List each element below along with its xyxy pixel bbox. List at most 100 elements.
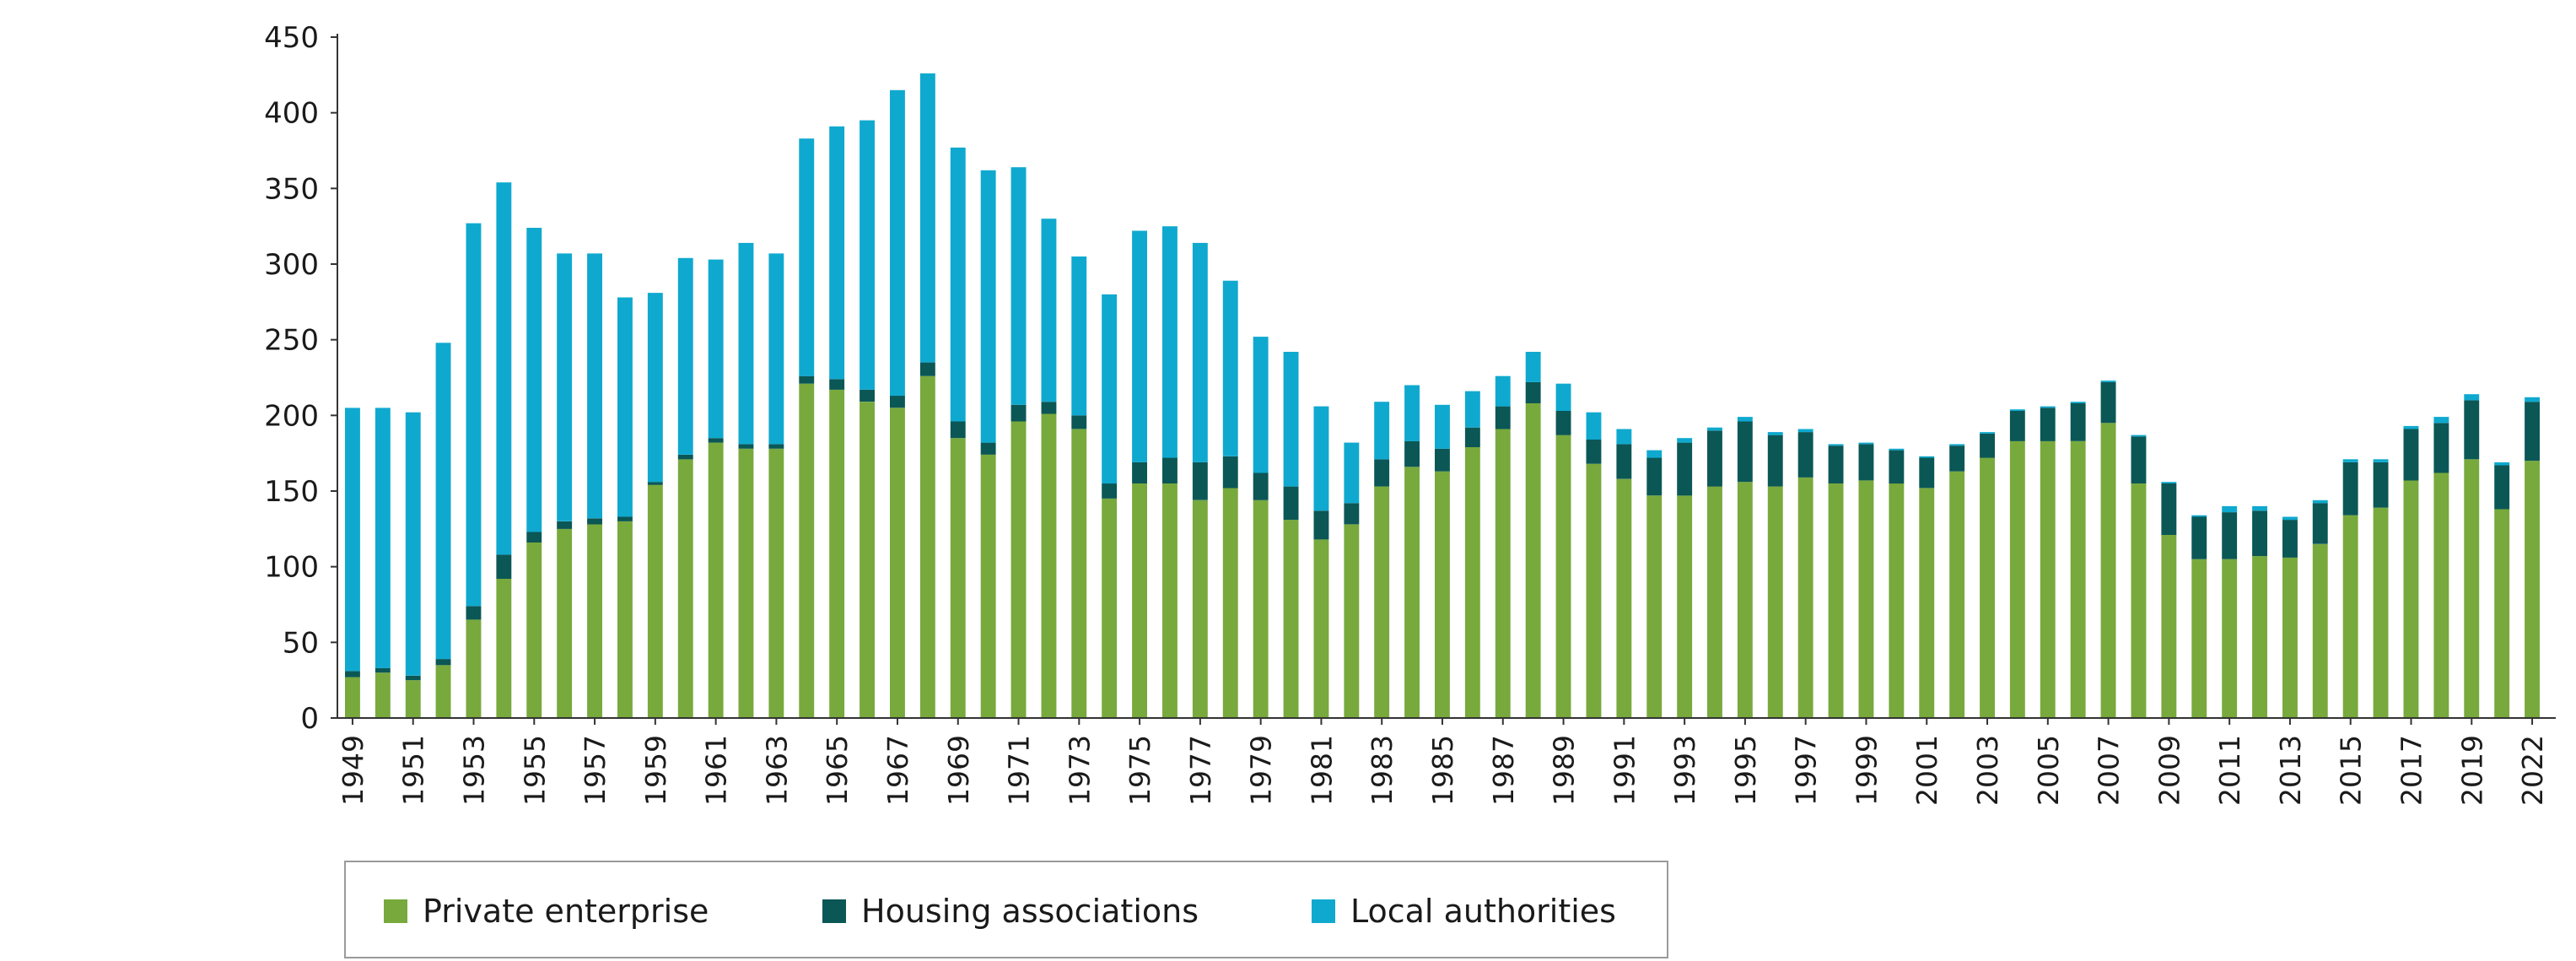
x-tick-label: 2011 <box>2213 735 2246 806</box>
legend-swatch-local <box>1312 899 1335 923</box>
bar-housing-1981 <box>1313 510 1329 540</box>
y-tick-label: 450 <box>264 21 319 55</box>
bar-housing-1953 <box>466 606 482 620</box>
bar-private-1997 <box>1797 477 1813 718</box>
bar-housing-1957 <box>587 518 602 525</box>
bar-local-1993 <box>1677 438 1693 443</box>
bar-private-2006 <box>2070 440 2086 718</box>
bar-private-1999 <box>1858 480 1874 718</box>
bar-private-1963 <box>768 448 784 718</box>
bar-local-2016 <box>2373 459 2389 462</box>
bar-housing-1982 <box>1344 503 1360 525</box>
bar-private-1982 <box>1344 524 1360 718</box>
bar-housing-1961 <box>708 438 724 443</box>
legend-label-housing: Housing associations <box>861 893 1199 930</box>
bar-local-2009 <box>2161 482 2177 483</box>
legend-box <box>344 861 1668 958</box>
bar-local-2012 <box>2252 505 2267 511</box>
bar-housing-1985 <box>1435 448 1450 472</box>
x-tick-label: 2003 <box>1971 735 2004 806</box>
bar-private-2010 <box>2191 559 2207 718</box>
bar-private-1957 <box>587 524 602 718</box>
x-tick-label: 2005 <box>2032 735 2065 806</box>
bar-local-1989 <box>1555 383 1571 411</box>
bar-private-1973 <box>1071 429 1087 718</box>
bar-local-1974 <box>1102 294 1118 484</box>
bar-housing-1987 <box>1495 406 1511 429</box>
bar-housing-2016 <box>2373 462 2389 508</box>
bar-private-2017 <box>2403 480 2419 718</box>
bars-group <box>345 73 2540 718</box>
x-tick-label: 1975 <box>1124 735 1156 806</box>
bar-private-1959 <box>647 484 663 718</box>
x-tick-label: 1973 <box>1063 735 1096 806</box>
bar-private-1956 <box>557 528 573 718</box>
bar-private-1978 <box>1222 488 1238 718</box>
bar-local-1958 <box>617 297 633 517</box>
bar-housing-1967 <box>890 396 905 408</box>
bar-private-1955 <box>526 543 542 718</box>
bar-local-2002 <box>1949 444 1965 446</box>
bar-private-1965 <box>829 389 845 718</box>
bar-housing-2013 <box>2282 520 2298 558</box>
bar-local-1973 <box>1071 256 1087 416</box>
bar-private-2002 <box>1949 471 1965 718</box>
bar-housing-1990 <box>1586 440 1602 464</box>
bar-housing-2019 <box>2464 400 2480 460</box>
x-tick-label: 1991 <box>1608 735 1641 806</box>
legend: Private enterprise Housing associations Lo… <box>344 861 1668 958</box>
bar-private-1995 <box>1737 482 1753 718</box>
bar-housing-1962 <box>738 444 754 449</box>
bar-local-1975 <box>1132 230 1147 462</box>
x-tick-label: 1979 <box>1245 735 1278 806</box>
x-tick-label: 1989 <box>1548 735 1581 806</box>
bar-local-1994 <box>1707 427 1722 431</box>
x-axis: 1949 1951 1953 1955 1957 1959 1961 1963 1965 1967… <box>337 717 2556 806</box>
bar-private-2013 <box>2282 557 2298 718</box>
x-tick-label: 1971 <box>1003 735 1036 806</box>
x-tick-label: 1987 <box>1487 735 1520 806</box>
bar-local-2021 <box>2494 462 2510 466</box>
bar-private-1981 <box>1313 539 1329 718</box>
bar-local-1959 <box>647 293 663 483</box>
bar-private-2009 <box>2161 535 2177 718</box>
bar-private-1985 <box>1435 471 1450 718</box>
bar-housing-1956 <box>557 521 573 529</box>
bar-housing-1977 <box>1192 462 1208 500</box>
bar-housing-1980 <box>1283 486 1299 521</box>
bar-private-2016 <box>2373 507 2389 718</box>
y-tick-label: 100 <box>264 551 319 585</box>
bar-housing-2006 <box>2070 403 2086 441</box>
bar-local-1985 <box>1435 404 1450 449</box>
bar-private-1998 <box>1828 483 1844 718</box>
bar-local-1992 <box>1646 450 1663 458</box>
bar-local-1960 <box>677 257 693 455</box>
bar-housing-1950 <box>375 667 391 673</box>
bar-housing-1976 <box>1162 457 1178 483</box>
bar-private-1950 <box>375 672 391 718</box>
bar-local-1954 <box>496 182 512 555</box>
bar-local-2008 <box>2131 435 2147 437</box>
bar-housing-2002 <box>1949 445 1965 472</box>
bar-local-2019 <box>2464 394 2480 401</box>
bar-local-1970 <box>980 170 996 443</box>
x-tick-label: 1983 <box>1366 735 1398 806</box>
bar-local-1963 <box>768 253 784 445</box>
bar-housing-1964 <box>799 375 815 384</box>
bar-private-1975 <box>1132 483 1147 718</box>
bar-housing-2014 <box>2312 503 2328 544</box>
bar-private-2011 <box>2222 559 2238 718</box>
x-tick-label: 1965 <box>821 735 854 806</box>
bar-housing-2007 <box>2100 381 2116 424</box>
bar-housing-1997 <box>1797 432 1813 478</box>
bar-housing-1959 <box>647 482 663 485</box>
bar-local-1955 <box>526 228 542 532</box>
bar-housing-1994 <box>1707 430 1722 487</box>
bar-housing-1952 <box>435 659 451 666</box>
bar-local-2003 <box>1980 432 1995 434</box>
bar-housing-2015 <box>2342 462 2358 516</box>
bar-local-1977 <box>1192 242 1208 462</box>
x-tick-label: 2013 <box>2274 735 2307 806</box>
bar-local-2013 <box>2282 516 2298 521</box>
x-tick-label: 1953 <box>458 735 491 806</box>
